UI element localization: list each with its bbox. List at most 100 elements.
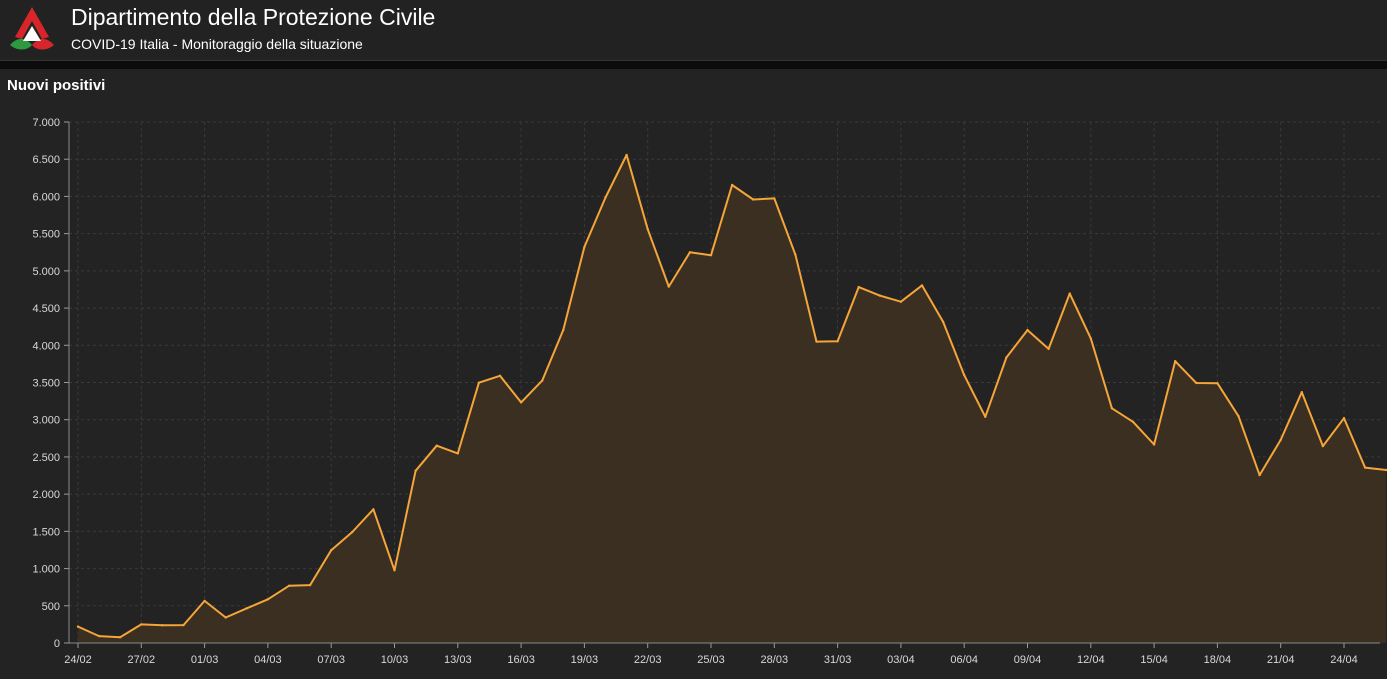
data-point[interactable] [435, 444, 438, 447]
y-tick-label: 7.000 [32, 117, 60, 129]
data-point[interactable] [414, 469, 417, 472]
data-point[interactable] [920, 284, 924, 287]
data-point[interactable] [372, 508, 375, 511]
data-point[interactable] [1131, 420, 1135, 423]
data-point[interactable] [1321, 444, 1325, 448]
data-point[interactable] [308, 583, 312, 587]
data-point[interactable] [1005, 356, 1008, 359]
data-point[interactable] [604, 196, 607, 199]
x-tick-label: 03/04 [887, 654, 915, 666]
y-tick-label: 5.000 [32, 266, 60, 278]
data-point[interactable] [140, 623, 143, 626]
x-tick-label: 06/04 [950, 654, 978, 666]
data-point[interactable] [1089, 337, 1093, 340]
data-point[interactable] [1216, 382, 1219, 385]
data-point[interactable] [498, 374, 502, 377]
data-point[interactable] [1047, 347, 1050, 351]
data-point[interactable] [562, 328, 565, 332]
x-tick-label: 24/02 [64, 654, 92, 666]
y-tick-label: 1.000 [32, 564, 60, 576]
data-point[interactable] [519, 401, 523, 404]
data-point[interactable] [646, 228, 649, 231]
header-divider [0, 61, 1387, 69]
y-tick-label: 3.000 [32, 415, 60, 427]
data-point[interactable] [119, 636, 122, 639]
data-point[interactable] [1026, 328, 1029, 332]
data-point[interactable] [836, 340, 839, 343]
y-tick-label: 3.500 [32, 378, 60, 390]
data-point[interactable] [1342, 417, 1346, 420]
data-point[interactable] [266, 598, 270, 601]
data-point[interactable] [984, 415, 987, 418]
data-point[interactable] [878, 294, 881, 297]
x-tick-label: 10/03 [381, 654, 409, 666]
data-point[interactable] [1110, 407, 1114, 410]
y-tick-label: 1.500 [32, 526, 60, 538]
data-point[interactable] [245, 607, 248, 610]
data-point[interactable] [1174, 360, 1177, 363]
data-point[interactable] [794, 253, 797, 256]
data-point[interactable] [773, 197, 776, 200]
data-point[interactable] [667, 285, 670, 288]
x-tick-label: 01/03 [191, 654, 219, 666]
x-tick-label: 19/03 [571, 654, 599, 666]
data-point[interactable] [330, 549, 333, 552]
data-point[interactable] [1279, 438, 1282, 442]
data-point[interactable] [1258, 473, 1261, 477]
data-point[interactable] [963, 373, 966, 377]
data-point[interactable] [203, 599, 206, 603]
x-tick-label: 15/04 [1140, 654, 1168, 666]
data-point[interactable] [752, 198, 755, 201]
data-point[interactable] [730, 183, 734, 187]
y-tick-label: 6.000 [32, 191, 60, 203]
data-point[interactable] [477, 381, 481, 384]
data-point[interactable] [76, 625, 80, 628]
data-point[interactable] [351, 530, 354, 534]
data-point[interactable] [1152, 443, 1156, 446]
x-tick-label: 21/04 [1267, 654, 1295, 666]
data-point[interactable] [899, 300, 903, 303]
x-tick-label: 27/02 [128, 654, 156, 666]
data-point[interactable] [815, 340, 818, 343]
data-point[interactable] [688, 251, 692, 254]
y-tick-label: 4.500 [32, 303, 60, 315]
y-tick-label: 0 [54, 638, 60, 650]
area-layer [76, 153, 1387, 643]
data-point[interactable] [625, 153, 628, 157]
x-tick-label: 24/04 [1330, 654, 1358, 666]
app-header: Dipartimento della Protezione Civile COV… [0, 0, 1387, 61]
y-tick-label: 2.500 [32, 452, 60, 464]
app-title: Dipartimento della Protezione Civile [71, 4, 436, 30]
data-point[interactable] [224, 616, 227, 619]
x-tick-label: 13/03 [444, 654, 472, 666]
data-point[interactable] [709, 254, 713, 257]
data-point[interactable] [1363, 466, 1367, 469]
x-tick-label: 12/04 [1077, 654, 1105, 666]
chart-panel: 0 500 1.000 1.500 2.000 2.500 3.000 3.500 4.000 4… [0, 69, 1387, 679]
data-point[interactable] [393, 569, 396, 572]
data-point[interactable] [1068, 292, 1071, 295]
y-tick-label: 4.000 [32, 340, 60, 352]
data-point[interactable] [97, 634, 101, 638]
data-point[interactable] [541, 379, 544, 382]
data-point[interactable] [583, 245, 586, 249]
x-tick-label: 16/03 [507, 654, 535, 666]
data-point[interactable] [1237, 415, 1240, 418]
app-subtitle: COVID-19 Italia - Monitoraggio della sit… [71, 36, 363, 52]
data-point[interactable] [456, 452, 459, 455]
tick-labels: 0 500 1.000 1.500 2.000 2.500 3.000 3.500 4.000 4… [32, 117, 1357, 666]
data-point[interactable] [941, 320, 945, 323]
data-point[interactable] [182, 623, 185, 627]
x-tick-label: 31/03 [824, 654, 852, 666]
data-point[interactable] [1300, 391, 1304, 394]
x-tick-label: 22/03 [634, 654, 662, 666]
data-point[interactable] [287, 584, 291, 587]
new-positives-chart: 0 500 1.000 1.500 2.000 2.500 3.000 3.500 4.000 4… [32, 117, 1387, 666]
protezione-civile-logo-icon [10, 7, 54, 50]
chart-title: Nuovi positivi [7, 77, 106, 94]
data-point[interactable] [1195, 381, 1198, 385]
data-point[interactable] [161, 624, 164, 627]
series-area [78, 155, 1387, 643]
data-point[interactable] [857, 285, 860, 289]
y-tick-label: 500 [42, 601, 60, 613]
